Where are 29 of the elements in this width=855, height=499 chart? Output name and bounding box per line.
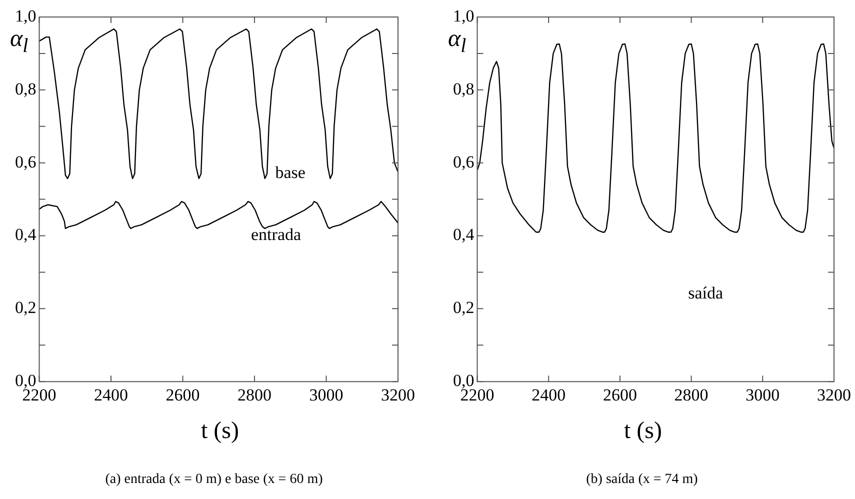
text: (a) entrada (x = 0 m) e base (x = 60 m) xyxy=(104,472,324,488)
y-axis-title: α$_{l}$ xyxy=(10,26,28,58)
x-tick-label: 3200 xyxy=(381,385,415,404)
x-tick-label: 2400 xyxy=(94,385,128,404)
text: saída xyxy=(688,284,724,303)
x-tick-label: 2600 xyxy=(602,385,637,404)
y-tick-label: 0,6 xyxy=(453,152,474,172)
x-tick-label: 2800 xyxy=(674,385,708,404)
y-tick-label: 0,2 xyxy=(453,298,474,318)
y-tick-label: 0,4 xyxy=(453,225,475,244)
y-tick-label: 1,0 xyxy=(453,6,474,26)
x-tick-label: 3200 xyxy=(817,385,851,404)
x-tick-label: 3000 xyxy=(309,385,344,404)
text: (b) saída (x = 74 m) xyxy=(585,472,699,488)
y-tick-label: 0,8 xyxy=(15,79,36,98)
y-tick-label: 0,2 xyxy=(15,298,36,318)
y-tick-label: 1,0 xyxy=(15,6,36,26)
series-label: entrada xyxy=(251,225,302,244)
series-label: base xyxy=(275,163,306,182)
y-axis-title: α$_{l}$ xyxy=(448,26,466,58)
x-axis-title: t (s) xyxy=(200,418,240,445)
y-tick-label: 0,8 xyxy=(453,79,474,98)
x-tick-label: 3000 xyxy=(746,385,780,404)
x-tick-label: 2600 xyxy=(166,385,200,404)
x-axis-title: t (s) xyxy=(623,418,663,445)
y-tick-label: 0,6 xyxy=(15,152,36,172)
y-tick-label: 0,4 xyxy=(15,225,37,244)
x-tick-label: 2800 xyxy=(238,385,272,404)
x-tick-label: 2400 xyxy=(532,385,566,404)
